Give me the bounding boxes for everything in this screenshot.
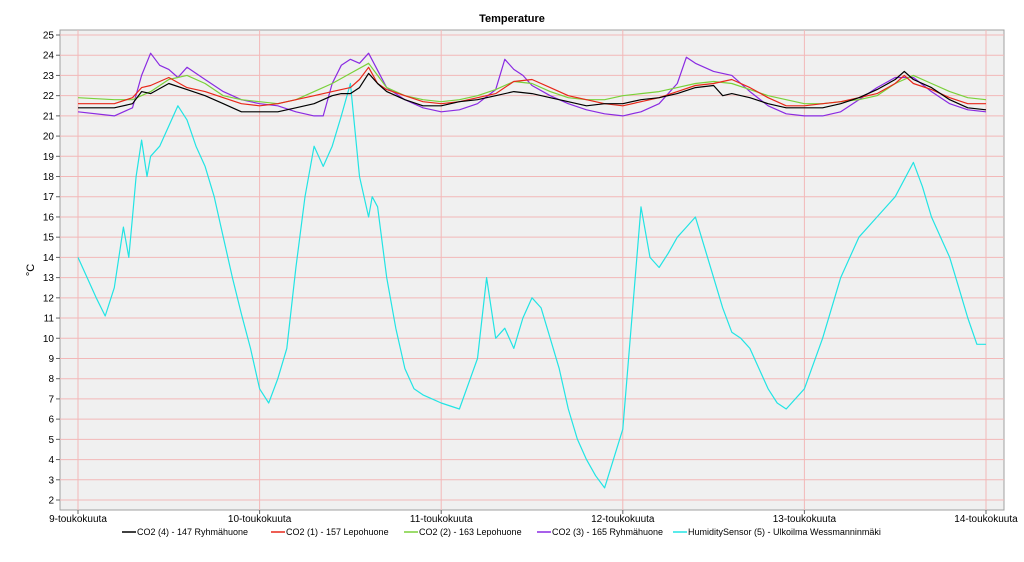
y-tick-label: 12	[43, 293, 55, 304]
x-tick-label: 9-toukokuuta	[49, 514, 107, 525]
y-tick-label: 15	[43, 233, 55, 244]
y-tick-label: 5	[48, 435, 54, 446]
y-tick-label: 8	[48, 374, 54, 385]
x-tick-label: 14-toukokuuta	[954, 514, 1018, 525]
series-line-1	[78, 66, 986, 107]
y-tick-label: 25	[43, 31, 55, 42]
y-tick-label: 10	[43, 334, 55, 345]
y-tick-label: 11	[44, 314, 55, 325]
x-tick-label: 13-toukokuuta	[773, 514, 837, 525]
x-tick-label: 11-toukokuuta	[410, 514, 473, 525]
legend-label: CO2 (2) - 163 Lepohuone	[419, 527, 522, 537]
legend-label: CO2 (4) - 147 Ryhmähuone	[137, 527, 248, 537]
y-tick-label: 24	[43, 51, 55, 62]
legend-label: CO2 (1) - 157 Lepohuone	[286, 527, 389, 537]
y-tick-label: 13	[43, 273, 55, 284]
y-tick-label: 21	[43, 111, 55, 122]
y-axis-label: °C	[25, 264, 37, 276]
y-tick-label: 9	[48, 354, 54, 365]
x-gridlines	[77, 30, 987, 510]
plot-background	[59, 29, 1005, 511]
x-tick-label: 12-toukokuuta	[591, 514, 655, 525]
chart-title: Temperature	[479, 13, 545, 25]
x-axis-ticks: 9-toukokuuta 10-toukokuuta 11-toukokuuta 12…	[49, 510, 1018, 525]
y-tick-label: 4	[48, 455, 54, 466]
y-tick-label: 19	[43, 152, 55, 163]
legend: CO2 (4) - 147 Ryhmähuone CO2 (1) - 157 Le…	[122, 527, 881, 537]
y-tick-label: 23	[43, 71, 55, 82]
y-tick-label: 22	[43, 91, 55, 102]
series-line-0	[78, 70, 987, 113]
legend-label: HumiditySensor (5) - Ulkoilma Wessmannin…	[688, 527, 881, 537]
x-tick-label: 10-toukokuuta	[228, 514, 292, 525]
y-tick-label: 17	[43, 192, 55, 203]
y-tick-label: 16	[43, 212, 55, 223]
y-gridlines	[60, 34, 1004, 501]
y-tick-label: 2	[48, 496, 54, 507]
legend-label: CO2 (3) - 165 Ryhmähuone	[552, 527, 663, 537]
y-tick-label: 20	[43, 132, 55, 143]
series-line-4	[77, 82, 986, 489]
y-tick-label: 3	[48, 475, 54, 486]
y-tick-label: 6	[48, 415, 54, 426]
series-lines	[77, 52, 987, 489]
y-tick-label: 14	[43, 253, 55, 264]
series-line-3	[77, 52, 987, 117]
y-tick-label: 7	[48, 394, 54, 405]
y-tick-label: 18	[43, 172, 55, 183]
